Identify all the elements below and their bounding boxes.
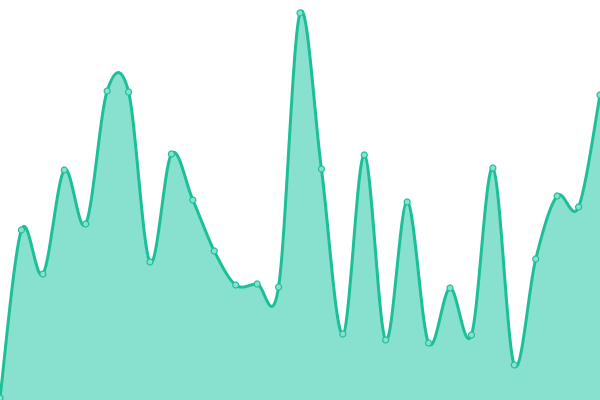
data-point-13 <box>274 283 283 291</box>
data-point-27 <box>574 203 583 211</box>
data-point-5 <box>103 87 111 95</box>
data-point-19 <box>403 198 411 206</box>
data-point-7 <box>146 258 154 266</box>
data-point-18 <box>382 336 390 344</box>
data-point-0 <box>0 394 4 400</box>
data-point-17 <box>360 151 368 159</box>
data-point-26 <box>553 192 561 200</box>
data-point-11 <box>232 281 240 289</box>
data-point-20 <box>424 339 433 347</box>
data-point-21 <box>446 284 454 292</box>
data-point-10 <box>210 247 218 255</box>
data-point-23 <box>489 164 497 172</box>
data-point-22 <box>467 331 476 339</box>
data-point-25 <box>532 255 540 263</box>
data-point-16 <box>339 330 347 338</box>
data-point-15 <box>317 165 326 173</box>
data-point-2 <box>39 270 47 278</box>
data-point-14 <box>296 9 304 17</box>
data-point-4 <box>82 220 90 228</box>
series-line <box>0 9 600 399</box>
area-fill <box>0 10 600 400</box>
data-point-24 <box>510 361 518 369</box>
data-point-12 <box>253 280 261 288</box>
data-point-6 <box>124 88 133 96</box>
data-point-1 <box>17 226 26 234</box>
data-point-9 <box>189 196 197 204</box>
data-point-28 <box>596 91 600 99</box>
data-points <box>0 9 600 400</box>
data-point-8 <box>167 150 176 158</box>
data-point-3 <box>60 166 68 174</box>
